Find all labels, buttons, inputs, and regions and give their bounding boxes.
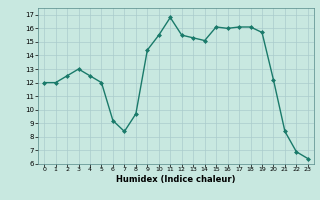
X-axis label: Humidex (Indice chaleur): Humidex (Indice chaleur) [116, 175, 236, 184]
